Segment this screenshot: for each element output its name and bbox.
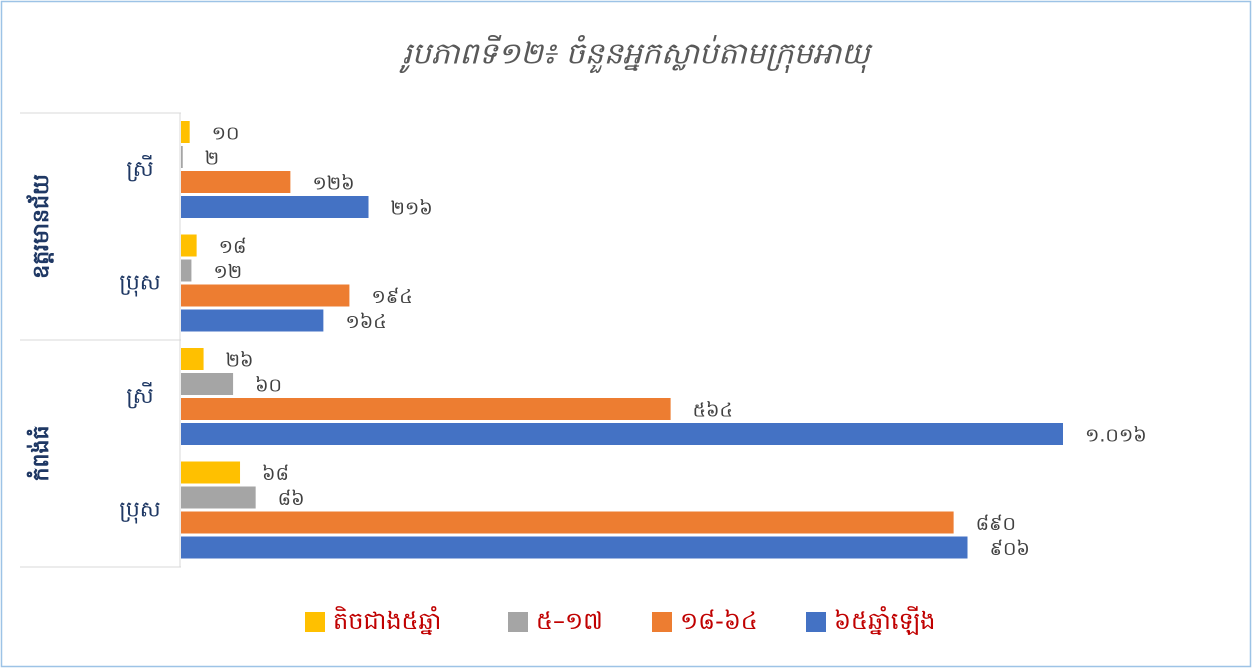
data-label: ៦៨ xyxy=(262,463,289,485)
bar xyxy=(181,309,324,332)
legend-label: តិចជាង៥ឆ្នាំ xyxy=(333,606,441,635)
bar xyxy=(181,171,291,193)
bar xyxy=(181,348,204,370)
chart-title: រូបភាពទី១២៖ ចំនួនអ្នកស្លាប់តាមក្រុមអាយុ xyxy=(399,35,873,74)
bar xyxy=(181,486,256,509)
bar xyxy=(181,121,190,143)
data-label: ២ xyxy=(205,148,219,170)
legend-label: ១៨-៦៤ xyxy=(680,607,758,635)
data-label: ៩០៦ xyxy=(990,538,1030,560)
bar xyxy=(181,259,192,282)
group-label: កំពង់ធំ xyxy=(26,426,54,482)
data-label: ១៨ xyxy=(219,236,247,258)
bar xyxy=(181,196,369,218)
legend-swatch xyxy=(508,612,528,632)
data-label: ៦០ xyxy=(255,375,282,397)
bar xyxy=(181,373,234,395)
data-label: ៨៩០ xyxy=(976,513,1016,535)
category-label: ប្រុស xyxy=(119,497,160,523)
bar xyxy=(181,234,197,257)
category-label: ស្រី xyxy=(126,382,154,409)
bar xyxy=(181,284,350,307)
legend-swatch xyxy=(652,612,672,632)
data-label: ១៩៤ xyxy=(371,286,412,308)
data-label: ២១៦ xyxy=(391,198,433,220)
legend-swatch xyxy=(305,612,325,632)
bar xyxy=(181,146,183,168)
legend-label: ៥–១៧ xyxy=(536,607,603,635)
bar xyxy=(181,536,968,559)
bar xyxy=(181,423,1063,445)
legend-swatch xyxy=(806,612,826,632)
category-label: ប្រុស xyxy=(119,270,160,296)
data-label: ៥៦៤ xyxy=(693,400,733,422)
data-label: ១២ xyxy=(213,261,242,283)
data-label: ៨៦ xyxy=(278,488,305,510)
bar xyxy=(181,511,954,534)
data-label: ១៦៤ xyxy=(345,311,386,333)
data-label: ២៦ xyxy=(226,350,254,372)
data-label: ១.០១៦ xyxy=(1085,425,1147,447)
bar xyxy=(181,461,241,484)
data-label: ១២៦ xyxy=(312,173,354,195)
legend-label: ៦៥ឆ្នាំឡើង xyxy=(834,606,935,635)
data-label: ១០ xyxy=(212,123,240,145)
group-label: ឧត្តរមានជ័យ xyxy=(26,174,54,279)
category-label: ស្រី xyxy=(126,155,154,182)
bar xyxy=(181,398,671,420)
